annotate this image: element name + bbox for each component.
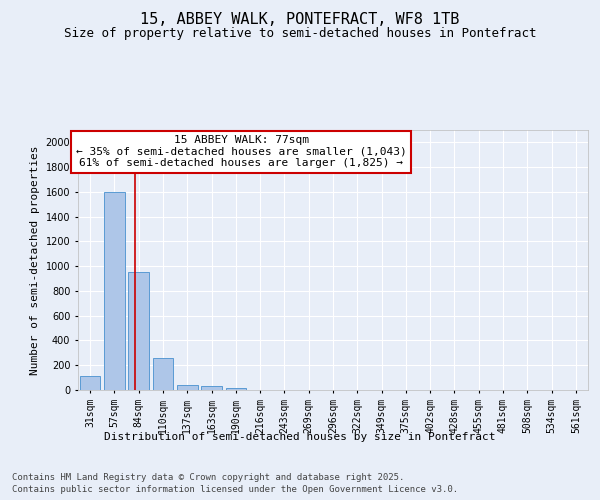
Text: Contains HM Land Registry data © Crown copyright and database right 2025.: Contains HM Land Registry data © Crown c… (12, 472, 404, 482)
Y-axis label: Number of semi-detached properties: Number of semi-detached properties (30, 145, 40, 375)
Text: Contains public sector information licensed under the Open Government Licence v3: Contains public sector information licen… (12, 485, 458, 494)
Bar (80, 376, 100, 390)
Bar (226, 388, 246, 390)
Text: 15 ABBEY WALK: 77sqm
← 35% of semi-detached houses are smaller (1,043)
61% of se: 15 ABBEY WALK: 77sqm ← 35% of semi-detac… (76, 135, 407, 168)
Bar (152, 358, 173, 390)
Text: Size of property relative to semi-detached houses in Pontefract: Size of property relative to semi-detach… (64, 28, 536, 40)
Bar (177, 385, 197, 390)
Bar (128, 272, 149, 390)
Bar (104, 192, 125, 390)
Text: Distribution of semi-detached houses by size in Pontefract: Distribution of semi-detached houses by … (104, 432, 496, 442)
Bar (201, 386, 222, 390)
Text: 15, ABBEY WALK, PONTEFRACT, WF8 1TB: 15, ABBEY WALK, PONTEFRACT, WF8 1TB (140, 12, 460, 28)
